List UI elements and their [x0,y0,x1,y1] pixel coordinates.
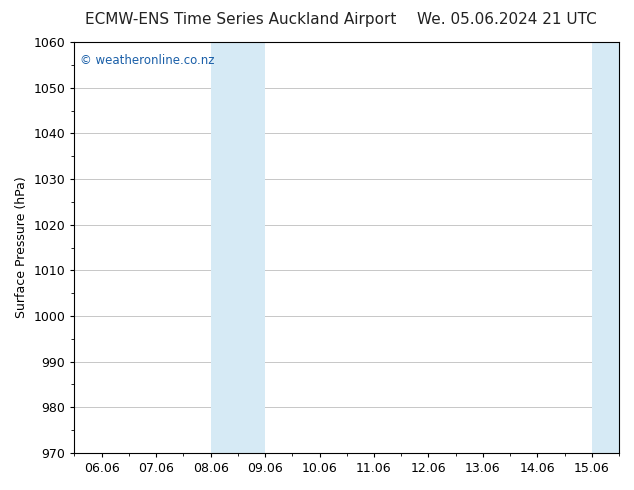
Text: © weatheronline.co.nz: © weatheronline.co.nz [80,54,214,68]
Bar [238,42,265,453]
Bar [592,42,619,453]
Bar [210,42,238,453]
Y-axis label: Surface Pressure (hPa): Surface Pressure (hPa) [15,176,28,318]
Text: We. 05.06.2024 21 UTC: We. 05.06.2024 21 UTC [417,12,597,27]
Bar [619,42,634,453]
Text: ECMW-ENS Time Series Auckland Airport: ECMW-ENS Time Series Auckland Airport [85,12,397,27]
